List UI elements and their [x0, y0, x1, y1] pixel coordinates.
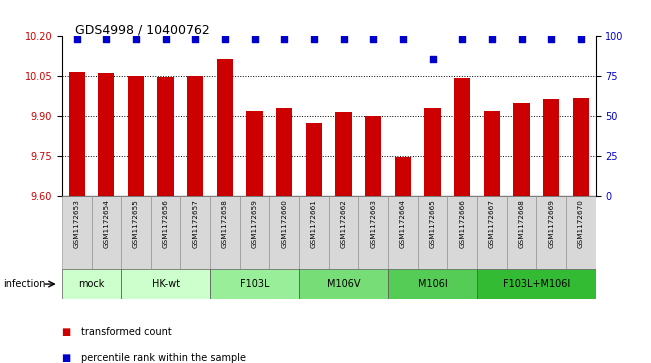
Text: ■: ■ [62, 352, 74, 363]
Text: infection: infection [3, 279, 46, 289]
Text: GSM1172670: GSM1172670 [578, 199, 584, 248]
Bar [210, 269, 299, 299]
Bar [306, 123, 322, 196]
Bar [359, 196, 388, 269]
Point [487, 37, 497, 42]
Point [190, 37, 201, 42]
Bar [151, 196, 180, 269]
Bar [365, 116, 381, 196]
Text: GSM1172656: GSM1172656 [163, 199, 169, 248]
Text: GSM1172657: GSM1172657 [192, 199, 199, 248]
Bar [536, 196, 566, 269]
Bar [447, 196, 477, 269]
Text: ■: ■ [62, 327, 74, 337]
Bar [187, 76, 204, 196]
Bar [247, 111, 263, 196]
Point [339, 37, 349, 42]
Point [131, 37, 141, 42]
Point [72, 37, 82, 42]
Bar [514, 103, 530, 196]
Text: GSM1172666: GSM1172666 [459, 199, 465, 248]
Text: GSM1172664: GSM1172664 [400, 199, 406, 248]
Bar [477, 196, 506, 269]
Text: GDS4998 / 10400762: GDS4998 / 10400762 [75, 24, 210, 37]
Point [160, 37, 171, 42]
Bar [240, 196, 270, 269]
Point [398, 37, 408, 42]
Text: F103L: F103L [240, 279, 270, 289]
Bar [424, 108, 441, 196]
Bar [418, 196, 447, 269]
Bar [484, 111, 500, 196]
Point [101, 37, 111, 42]
Text: GSM1172662: GSM1172662 [340, 199, 346, 248]
Bar [270, 196, 299, 269]
Text: GSM1172655: GSM1172655 [133, 199, 139, 248]
Text: F103L+M106I: F103L+M106I [503, 279, 570, 289]
Text: M106I: M106I [418, 279, 447, 289]
Text: HK-wt: HK-wt [152, 279, 180, 289]
Point [575, 37, 586, 42]
Point [457, 37, 467, 42]
Bar [454, 78, 471, 196]
Text: transformed count: transformed count [81, 327, 172, 337]
Point [368, 37, 378, 42]
Point [309, 37, 319, 42]
Bar [217, 59, 233, 196]
Text: M106V: M106V [327, 279, 361, 289]
Bar [98, 73, 115, 196]
Bar [68, 72, 85, 196]
Bar [388, 269, 477, 299]
Bar [92, 196, 121, 269]
Bar [477, 269, 596, 299]
Bar [121, 269, 210, 299]
Text: GSM1172667: GSM1172667 [489, 199, 495, 248]
Bar [121, 196, 151, 269]
Bar [158, 77, 174, 196]
Bar [566, 196, 596, 269]
Text: GSM1172660: GSM1172660 [281, 199, 287, 248]
Text: GSM1172659: GSM1172659 [252, 199, 258, 248]
Text: GSM1172653: GSM1172653 [74, 199, 79, 248]
Point [546, 37, 557, 42]
Point [220, 37, 230, 42]
Bar [543, 99, 559, 196]
Text: GSM1172665: GSM1172665 [430, 199, 436, 248]
Point [249, 37, 260, 42]
Bar [388, 196, 418, 269]
Text: GSM1172658: GSM1172658 [222, 199, 228, 248]
Bar [506, 196, 536, 269]
Bar [329, 196, 359, 269]
Bar [299, 269, 388, 299]
Bar [180, 196, 210, 269]
Bar [395, 158, 411, 196]
Bar [276, 108, 292, 196]
Text: GSM1172669: GSM1172669 [548, 199, 554, 248]
Point [427, 56, 437, 62]
Text: percentile rank within the sample: percentile rank within the sample [81, 352, 246, 363]
Bar [62, 269, 121, 299]
Text: mock: mock [78, 279, 105, 289]
Point [279, 37, 290, 42]
Text: GSM1172668: GSM1172668 [519, 199, 525, 248]
Point [516, 37, 527, 42]
Bar [210, 196, 240, 269]
Bar [573, 98, 589, 196]
Text: GSM1172654: GSM1172654 [104, 199, 109, 248]
Bar [128, 76, 144, 196]
Bar [299, 196, 329, 269]
Bar [62, 196, 92, 269]
Bar [335, 112, 352, 196]
Text: GSM1172663: GSM1172663 [370, 199, 376, 248]
Text: GSM1172661: GSM1172661 [311, 199, 317, 248]
